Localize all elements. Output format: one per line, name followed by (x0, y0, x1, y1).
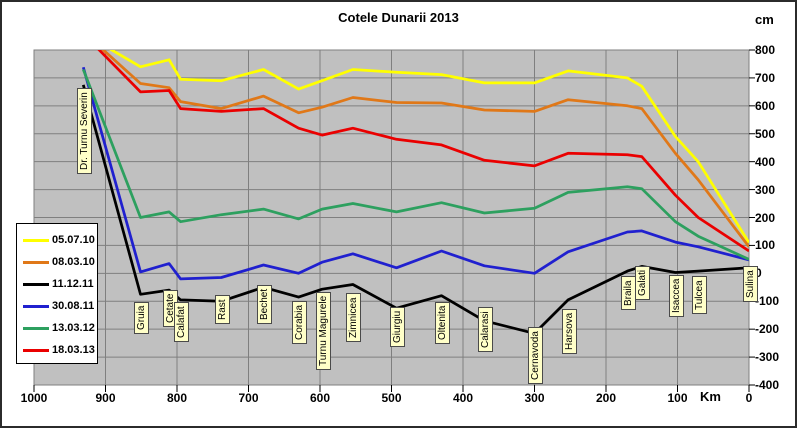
legend-item: 08.03.10 (23, 251, 97, 273)
x-axis-tick-label: 600 (309, 391, 331, 405)
legend-item: 18.03.13 (23, 339, 97, 361)
legend-color-swatch (23, 260, 49, 264)
station-label: Gruia (134, 301, 150, 334)
y-axis-tick-label: 500 (755, 126, 776, 141)
y-axis-tick-label: 700 (755, 70, 776, 85)
chart-title: Cotele Dunarii 2013 (338, 10, 459, 25)
legend-item-label: 30.08.11 (52, 300, 95, 312)
station-label: Cernavoda (528, 327, 543, 384)
legend-item-label: 18.03.13 (52, 344, 95, 356)
series-line-30.08.11 (81, 66, 749, 281)
legend-item: 05.07.10 (23, 229, 97, 251)
x-axis-tick-label: 400 (452, 391, 474, 405)
x-axis-tick-label: 1000 (20, 391, 48, 405)
legend-item: 11.12.11 (23, 273, 97, 295)
series-line-05.07.10 (109, 50, 749, 244)
station-label: Calafat (174, 302, 190, 342)
legend-color-swatch (23, 282, 49, 286)
y-axis-tick-label: -400 (755, 378, 780, 392)
x-axis-tick-label: 200 (595, 391, 617, 405)
station-label: Corabia (292, 300, 308, 344)
legend-item-label: 08.03.10 (52, 256, 95, 268)
legend-color-swatch (23, 304, 49, 308)
station-label: Rast (214, 295, 230, 324)
station-label: Isaccea (668, 274, 684, 317)
x-axis-tick-label: 300 (524, 391, 545, 405)
station-label: Turnu Magurele (315, 291, 331, 370)
y-axis-tick-label: 200 (755, 210, 776, 225)
station-label: Tulcea (691, 276, 707, 314)
y-axis-tick-label: -300 (755, 350, 780, 365)
station-label: Dr. Turnu Severin (76, 88, 92, 174)
station-label: Galati (635, 265, 651, 300)
x-axis-tick-label: 100 (667, 391, 688, 405)
legend-color-swatch (23, 238, 49, 242)
station-label: Sulina (742, 266, 758, 302)
y-axis-tick-label: 400 (755, 154, 776, 169)
x-axis-tick-label: 700 (238, 391, 259, 405)
legend-item: 13.03.12 (23, 317, 97, 339)
y-axis-tick-label: 300 (755, 182, 776, 197)
legend: 05.07.10 08.03.10 11.12.11 30.08.11 13.03.12… (16, 223, 98, 364)
station-label: Bechet (257, 284, 272, 324)
station-label: Zimnicea (346, 293, 362, 342)
y-axis-tick-label: -200 (755, 322, 780, 337)
station-label: Oltenita (435, 301, 451, 344)
y-axis-tick-label: 0 (755, 266, 762, 281)
legend-item-label: 13.03.12 (52, 322, 95, 334)
station-label: Giurgiu (390, 306, 405, 347)
station-label: Harsova (561, 308, 577, 354)
x-axis-tick-label: 900 (95, 391, 116, 405)
x-axis-tick-label: 500 (381, 391, 402, 405)
series-line-08.03.10 (101, 50, 749, 248)
y-axis-tick-label: 600 (755, 98, 776, 113)
series-line-13.03.12 (82, 69, 749, 261)
y-axis-tick-label: 800 (755, 43, 776, 57)
legend-color-swatch (23, 326, 49, 330)
x-axis-tick-label: 800 (166, 391, 188, 405)
legend-item: 30.08.11 (23, 295, 97, 317)
y-axis-unit-label: cm (755, 12, 774, 27)
y-axis-tick-label: 100 (755, 238, 776, 253)
x-axis-unit-label: Km (700, 389, 721, 404)
legend-item-label: 05.07.10 (52, 234, 95, 246)
station-label: Calarasi (477, 307, 493, 352)
series-line-18.03.13 (97, 50, 749, 253)
x-axis-tick-label: 0 (745, 391, 753, 405)
legend-color-swatch (23, 348, 49, 352)
station-label: Braila (620, 276, 636, 310)
legend-item-label: 11.12.11 (52, 278, 94, 290)
y-axis-tick-label: -100 (755, 294, 780, 309)
